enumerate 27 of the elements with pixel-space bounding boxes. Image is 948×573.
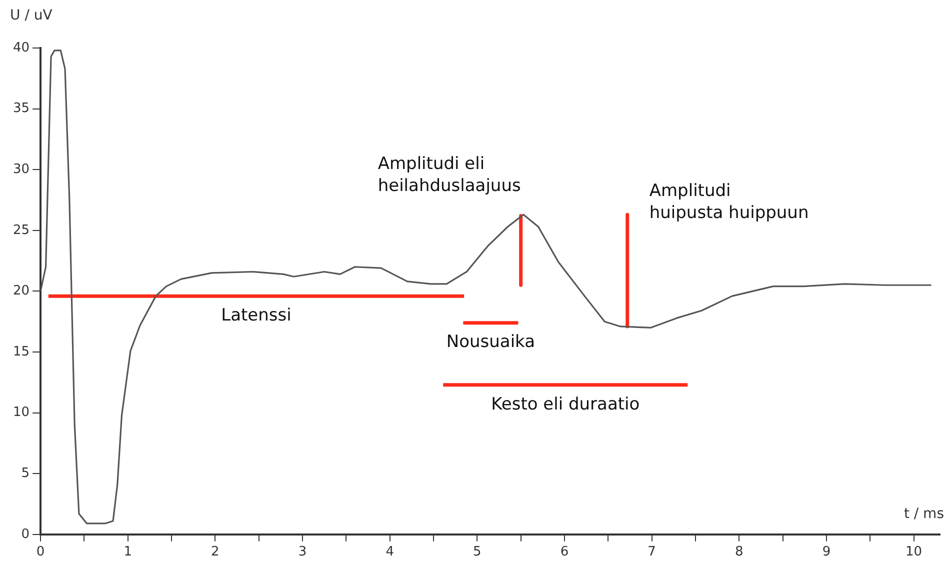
y-tick-label: 30	[12, 162, 30, 177]
annotation: Amplitudi eli heilahduslaajuus	[378, 154, 521, 196]
x-tick-label: 8	[735, 544, 744, 560]
x-tick-label: 7	[648, 544, 656, 560]
x-tick-label: 9	[822, 544, 831, 560]
x-tick-label: 6	[560, 544, 569, 560]
x-tick-label: 1	[124, 544, 132, 560]
x-tick-label: 2	[211, 544, 220, 560]
x-tick-label: 4	[386, 544, 394, 560]
x-tick-label: 3	[298, 544, 307, 560]
y-tick-label: 35	[12, 101, 30, 116]
y-tick-label: 20	[12, 284, 30, 299]
x-axis-title: t / ms	[904, 506, 944, 522]
y-tick-label: 10	[12, 405, 30, 420]
y-tick-label: 5	[21, 466, 30, 481]
x-tick-label: 5	[473, 544, 482, 560]
annotation: Kesto eli duraatio	[491, 394, 640, 414]
annotation: Amplitudi huipusta huippuun	[649, 181, 809, 224]
y-tick-label: 40	[12, 40, 30, 56]
y-axis-title: U / uV	[10, 8, 53, 24]
y-tick-label: 25	[12, 222, 30, 238]
x-tick-label: 10	[906, 544, 922, 560]
annotation: Nousuaika	[446, 332, 536, 352]
y-tick-label: 15	[12, 344, 30, 360]
annotation: Latenssi	[221, 305, 292, 326]
y-tick-label: 0	[21, 526, 30, 542]
x-tick-label: 0	[36, 544, 45, 560]
